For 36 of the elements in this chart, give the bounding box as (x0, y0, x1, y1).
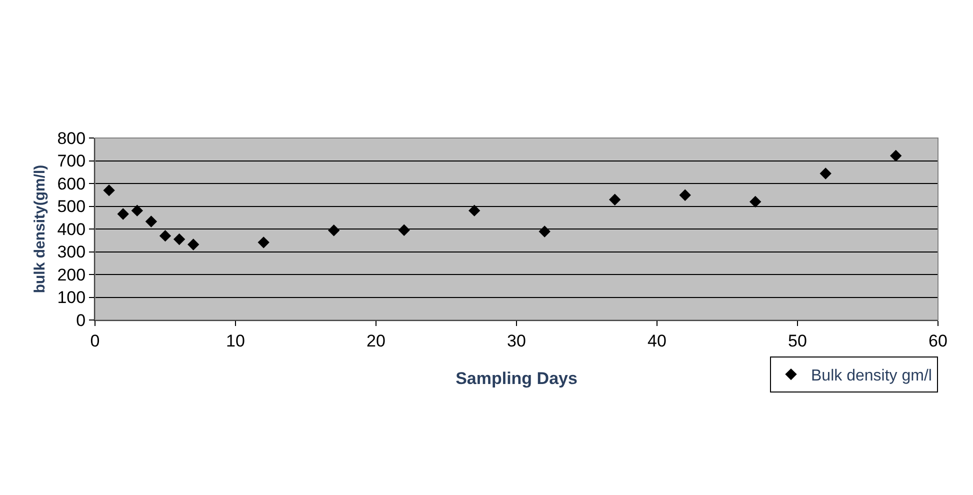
y-tick-label: 100 (57, 288, 86, 308)
legend-label: Bulk density gm/l (811, 368, 932, 385)
y-tick-label: 800 (57, 128, 86, 148)
x-tick-label: 10 (226, 331, 245, 350)
point (398, 224, 410, 236)
x-tick-label: 0 (90, 331, 100, 350)
y-tick-label: 600 (57, 174, 86, 194)
point (103, 184, 115, 196)
y-tick-label: 500 (57, 197, 86, 216)
point (159, 230, 172, 242)
point (468, 204, 480, 216)
y-tick-label: 200 (57, 265, 86, 284)
y-axis-title: bulk density(gm/l) (31, 164, 48, 294)
x-axis-title: Sampling Days (456, 368, 578, 388)
point (173, 233, 186, 246)
x-tick-label: 30 (507, 331, 526, 350)
y-tick-label: 700 (57, 152, 86, 171)
x-tick-label: 40 (648, 331, 666, 350)
point (328, 224, 340, 236)
point (131, 204, 143, 216)
point (820, 168, 832, 180)
point (145, 216, 158, 228)
point (258, 236, 270, 248)
point (538, 226, 550, 238)
point (890, 150, 902, 162)
point (750, 196, 762, 208)
x-tick-label: 60 (928, 331, 948, 350)
y-tick-label: 300 (57, 242, 86, 262)
point (117, 208, 129, 220)
point (188, 238, 200, 250)
point (679, 189, 691, 201)
point (609, 194, 621, 206)
y-tick-label: 0 (76, 310, 86, 330)
x-tick-label: 20 (366, 331, 386, 350)
x-tick-label: 50 (788, 331, 807, 350)
y-tick-label: 400 (57, 220, 86, 239)
